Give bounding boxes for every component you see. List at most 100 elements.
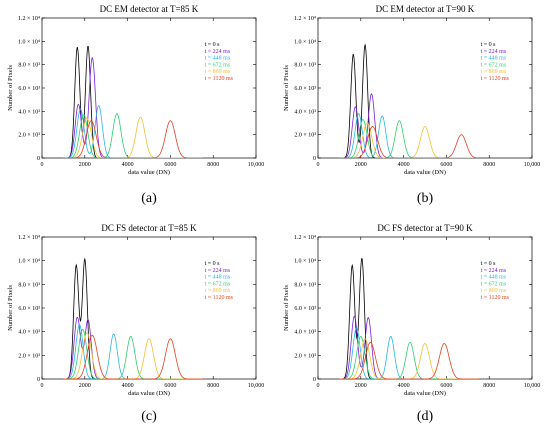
legend-entry: t = 869 ms	[205, 69, 231, 75]
legend-entry: t = 672 ms	[205, 281, 231, 287]
legend-entry: t = 869 ms	[481, 288, 507, 294]
panel-a: DC EM detector at T=85 K 0 2000 4000 6000 800…	[7, 4, 264, 206]
x-tick-label: 2000	[355, 162, 367, 168]
x-tick-label: 4000	[122, 162, 134, 168]
legend-entry: t = 1120 ms	[205, 76, 234, 82]
panel-c: DC FS detector at T=85 K 0 2000 4000 6000 800…	[7, 223, 264, 424]
x-tick-label: 10,000	[524, 162, 541, 168]
x-tick-label: 0	[317, 162, 320, 168]
y-tick-label: 8.0 × 10³	[294, 282, 316, 288]
x-tick-label: 2000	[79, 383, 91, 389]
x-tick-label: 2000	[355, 383, 367, 389]
series-line-2	[339, 327, 479, 379]
series-line-3	[339, 119, 479, 158]
y-tick-label: 0	[313, 156, 316, 162]
x-tick-label: 0	[41, 162, 44, 168]
legend-entry: t = 672 ms	[205, 62, 231, 68]
y-tick-label: 8.0 × 10³	[294, 63, 316, 69]
x-tick-label: 6000	[440, 383, 452, 389]
chart-title: DC EM detector at T=90 K	[376, 4, 475, 14]
y-tick-label: 1.0 × 10⁴	[18, 259, 40, 265]
chart-title: DC EM detector at T=85 K	[100, 4, 199, 14]
legend-entry: t = 1120 ms	[481, 76, 510, 82]
x-tick-label: 8000	[207, 383, 219, 389]
x-tick-label: 8000	[207, 162, 219, 168]
panel-d: DC FS detector at T=90 K 0 2000 4000 6000 800…	[283, 223, 540, 424]
y-tick-label: 4.0 × 10³	[18, 109, 40, 115]
x-tick-label: 2000	[79, 162, 91, 168]
y-tick-label: 2.0 × 10³	[294, 353, 316, 359]
y-tick-label: 4.0 × 10³	[294, 109, 316, 115]
y-tick-label: 0	[37, 156, 40, 162]
series-line-4	[63, 116, 203, 158]
x-tick-label: 6000	[164, 162, 176, 168]
series-line-1	[339, 93, 479, 158]
x-tick-label: 0	[41, 383, 44, 389]
series-line-2	[339, 113, 479, 158]
y-tick-label: 8.0 × 10³	[18, 282, 40, 288]
y-tick-label: 0	[37, 377, 40, 383]
x-axis-label: data value (DN)	[404, 169, 446, 176]
legend-entry: t = 448 ms	[481, 275, 507, 281]
panel-caption: (d)	[417, 409, 434, 424]
y-axis-label: Number of Pixels	[283, 285, 290, 331]
x-tick-label: 10,000	[248, 383, 265, 389]
legend-entry: t = 0 s	[481, 42, 497, 48]
series-line-0	[63, 45, 203, 158]
y-axis-label: Number of Pixels	[7, 285, 14, 331]
legend-entry: t = 224 ms	[481, 49, 507, 55]
y-axis-label: Number of Pixels	[7, 65, 14, 111]
y-tick-label: 8.0 × 10³	[18, 63, 40, 69]
series-line-0	[339, 43, 479, 158]
series-line-5	[63, 120, 203, 158]
y-tick-label: 1.2 × 10⁴	[294, 16, 316, 22]
legend-entry: t = 0 s	[205, 261, 221, 267]
legend-entry: t = 448 ms	[205, 56, 231, 62]
legend-entry: t = 0 s	[481, 261, 497, 267]
series-line-5	[63, 334, 203, 379]
series-line-2	[63, 324, 203, 379]
legend-entry: t = 869 ms	[205, 288, 231, 294]
y-tick-label: 6.0 × 10³	[18, 306, 40, 312]
panel-caption: (a)	[141, 191, 157, 206]
y-axis-label: Number of Pixels	[283, 65, 290, 111]
y-tick-label: 2.0 × 10³	[18, 133, 40, 139]
legend-entry: t = 224 ms	[205, 268, 231, 274]
y-tick-label: 2.0 × 10³	[294, 133, 316, 139]
x-tick-label: 0	[317, 383, 320, 389]
x-axis-label: data value (DN)	[128, 169, 170, 176]
y-tick-label: 2.0 × 10³	[18, 353, 40, 359]
legend-entry: t = 1120 ms	[205, 295, 234, 301]
x-tick-label: 6000	[164, 383, 176, 389]
x-tick-label: 6000	[440, 162, 452, 168]
plot-frame	[317, 17, 533, 159]
legend-entry: t = 672 ms	[481, 62, 507, 68]
series-line-5	[339, 341, 479, 379]
legend-entry: t = 224 ms	[205, 49, 231, 55]
legend-entry: t = 869 ms	[481, 69, 507, 75]
series-line-1	[63, 316, 203, 379]
series-line-2	[63, 105, 203, 158]
chart-title: DC FS detector at T=85 K	[101, 223, 197, 233]
x-tick-label: 4000	[398, 383, 410, 389]
series-line-3	[339, 335, 479, 379]
y-tick-label: 6.0 × 10³	[294, 86, 316, 92]
y-tick-label: 1.2 × 10⁴	[294, 235, 316, 241]
series-line-0	[339, 258, 479, 379]
x-tick-label: 10,000	[248, 162, 265, 168]
series-line-0	[63, 257, 203, 379]
legend-entry: t = 1120 ms	[481, 295, 510, 301]
legend-entry: t = 672 ms	[481, 281, 507, 287]
y-tick-label: 4.0 × 10³	[18, 330, 40, 336]
x-axis-label: data value (DN)	[128, 390, 170, 397]
legend-entry: t = 448 ms	[205, 275, 231, 281]
panel-caption: (c)	[141, 409, 157, 424]
legend-entry: t = 0 s	[205, 42, 221, 48]
panel-b: DC EM detector at T=90 K 0 2000 4000 6000 800…	[283, 4, 540, 206]
y-tick-label: 0	[313, 377, 316, 383]
chart-title: DC FS detector at T=90 K	[377, 223, 473, 233]
legend-entry: t = 224 ms	[481, 268, 507, 274]
y-tick-label: 1.0 × 10⁴	[18, 39, 40, 45]
y-tick-label: 6.0 × 10³	[18, 86, 40, 92]
